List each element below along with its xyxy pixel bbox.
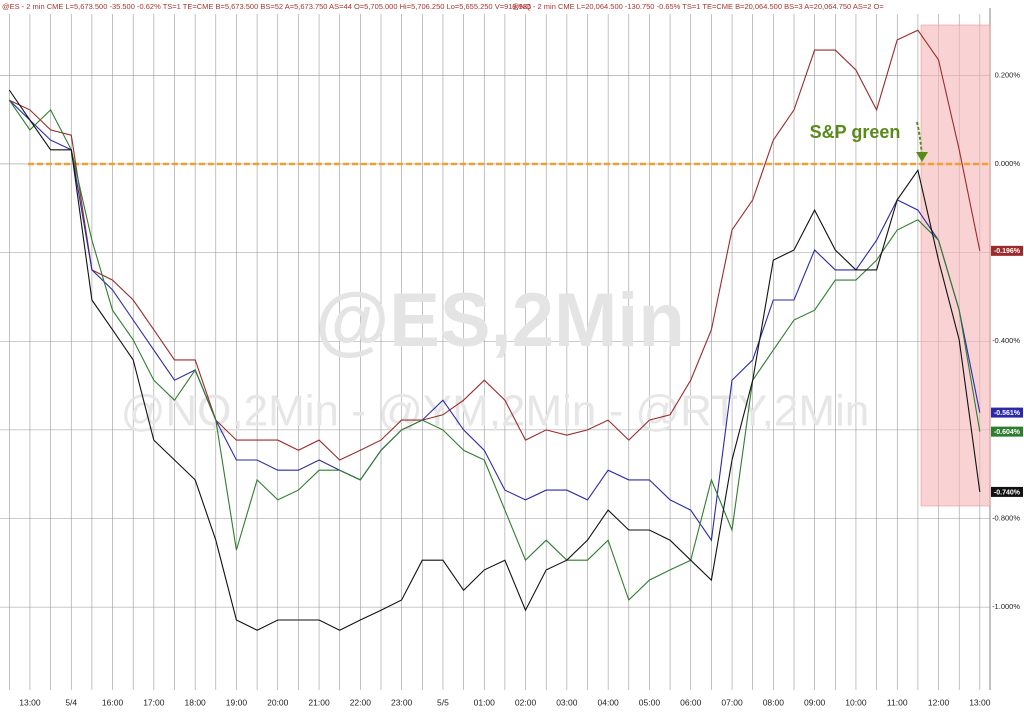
- annotation: S&P green: [810, 122, 901, 142]
- y-tick-label: -0.800%: [992, 513, 1020, 522]
- x-tick-label: 17:00: [143, 697, 165, 707]
- series-line: [8, 99, 981, 601]
- x-tick-label: 20:00: [267, 697, 289, 707]
- value-label: -0.740%: [994, 489, 1021, 496]
- value-label-box: [991, 407, 1023, 418]
- x-tick-label: 22:00: [350, 697, 372, 707]
- x-tick-label: 13:00: [969, 697, 991, 707]
- x-tick-label: 13:00: [19, 697, 41, 707]
- x-tick-label: 07:00: [721, 697, 743, 707]
- x-tick-label: 01:00: [474, 697, 496, 707]
- y-tick-label: -0.400%: [992, 336, 1020, 345]
- value-label: -0.561%: [994, 410, 1021, 417]
- x-tick-label: 06:00: [680, 697, 702, 707]
- series-line: [8, 89, 981, 631]
- x-tick-label: 02:00: [515, 697, 537, 707]
- header-left: @ES - 2 min CME L=5,673.500 -35.500 -0.6…: [2, 2, 531, 11]
- series-line: [9, 29, 981, 461]
- watermark: @ES,2Min: [315, 278, 685, 363]
- value-label-box: [991, 426, 1023, 437]
- x-tick-label: 23:00: [391, 697, 413, 707]
- y-tick-label: 0.200%: [995, 70, 1021, 79]
- x-tick-label: 18:00: [185, 697, 207, 707]
- x-tick-label: 03:00: [556, 697, 578, 707]
- x-tick-label: 11:00: [887, 697, 908, 707]
- value-label: -0.604%: [994, 429, 1021, 436]
- value-label: -0.196%: [994, 248, 1021, 255]
- highlight-region: [920, 24, 991, 507]
- x-tick-label: 5/4: [65, 697, 77, 707]
- y-tick-label: -1.000%: [992, 602, 1020, 611]
- y-tick-label: 0.000%: [995, 159, 1021, 168]
- x-tick-label: 12:00: [928, 697, 950, 707]
- x-tick-label: 19:00: [226, 697, 248, 707]
- x-tick-label: 05:00: [639, 697, 661, 707]
- series-line: [8, 99, 981, 542]
- watermark-sub: @NQ,2Min - @YM,2Min - @RTY,2Min: [121, 387, 870, 436]
- x-tick-label: 04:00: [598, 697, 620, 707]
- x-tick-label: 08:00: [763, 697, 785, 707]
- value-label-box: [991, 486, 1023, 497]
- x-tick-label: 5/5: [437, 697, 449, 707]
- value-label-box: [991, 245, 1023, 256]
- plot: [8, 29, 990, 631]
- x-tick-label: 09:00: [804, 697, 826, 707]
- x-tick-label: 21:00: [308, 697, 330, 707]
- x-tick-label: 16:00: [102, 697, 124, 707]
- annotation-arrowhead: [916, 152, 928, 162]
- x-tick-label: 10:00: [845, 697, 867, 707]
- header-right: @NQ - 2 min CME L=20,064.500 -130.750 -0…: [512, 2, 884, 11]
